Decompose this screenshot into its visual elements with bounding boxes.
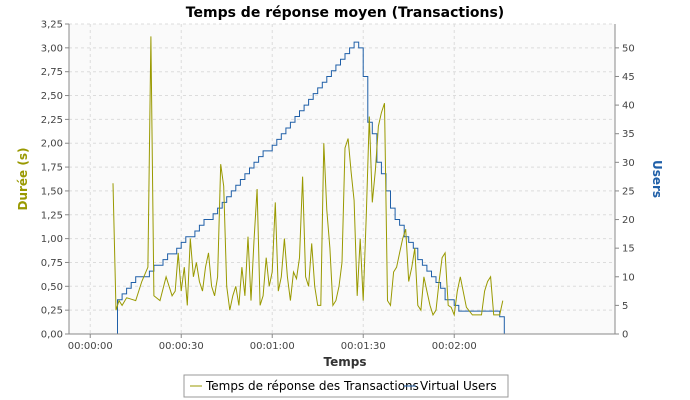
x-tick-label: 00:00:30	[159, 341, 204, 352]
legend-box	[183, 374, 509, 398]
right-tick-label: 20	[622, 215, 635, 226]
right-tick-label: 30	[622, 158, 635, 169]
left-tick-label: 3,00	[41, 43, 63, 54]
left-axis-ticks: 0,00 0,25 0,50 0,75 1,00 1,25 1,50 1,75 2,00 2,25…	[41, 20, 69, 341]
left-tick-label: 1,00	[41, 234, 63, 245]
left-tick-label: 3,25	[41, 20, 63, 31]
x-tick-label: 00:02:00	[432, 341, 477, 352]
right-tick-label: 40	[622, 101, 635, 112]
right-axis-ticks: 0 5 10 15 20 25 30 35 40 45 50	[615, 43, 635, 341]
legend: Temps de réponse des Transactions Virtua…	[183, 374, 509, 398]
right-tick-label: 50	[622, 43, 635, 54]
left-tick-label: 2,25	[41, 115, 63, 126]
x-tick-label: 00:00:00	[68, 341, 113, 352]
plot-area	[69, 24, 615, 334]
right-tick-label: 45	[622, 72, 635, 83]
chart-title: Temps de réponse moyen (Transactions)	[186, 5, 504, 21]
left-tick-label: 2,75	[41, 67, 63, 78]
left-tick-label: 0,00	[41, 330, 63, 341]
response-time-line	[112, 36, 504, 317]
left-tick-label: 2,00	[41, 139, 63, 150]
left-tick-label: 0,50	[41, 282, 63, 293]
left-tick-label: 1,50	[41, 186, 63, 197]
left-tick-label: 0,75	[41, 258, 63, 269]
left-axis-title: Durée (s)	[16, 148, 30, 211]
right-tick-label: 5	[622, 301, 628, 312]
series-lines	[112, 36, 505, 335]
x-tick-label: 00:01:30	[341, 341, 386, 352]
left-tick-label: 0,25	[41, 306, 63, 317]
right-tick-label: 15	[622, 244, 635, 255]
right-tick-label: 25	[622, 186, 635, 197]
users-line	[113, 41, 505, 335]
x-axis-title: Temps	[324, 355, 367, 369]
legend-label-response: Temps de réponse des Transactions	[205, 379, 419, 393]
x-tick-label: 00:01:00	[250, 341, 295, 352]
left-tick-label: 2,50	[41, 91, 63, 102]
right-tick-label: 0	[622, 330, 628, 341]
right-tick-label: 10	[622, 272, 635, 283]
left-tick-label: 1,75	[41, 163, 63, 174]
left-tick-label: 1,25	[41, 210, 63, 221]
legend-label-users: Virtual Users	[420, 379, 497, 393]
right-tick-label: 35	[622, 129, 635, 140]
x-axis-ticks: 00:00:00 00:00:30 00:01:00 00:01:30 00:02:00	[68, 334, 477, 352]
right-axis-title: Users	[650, 160, 664, 198]
